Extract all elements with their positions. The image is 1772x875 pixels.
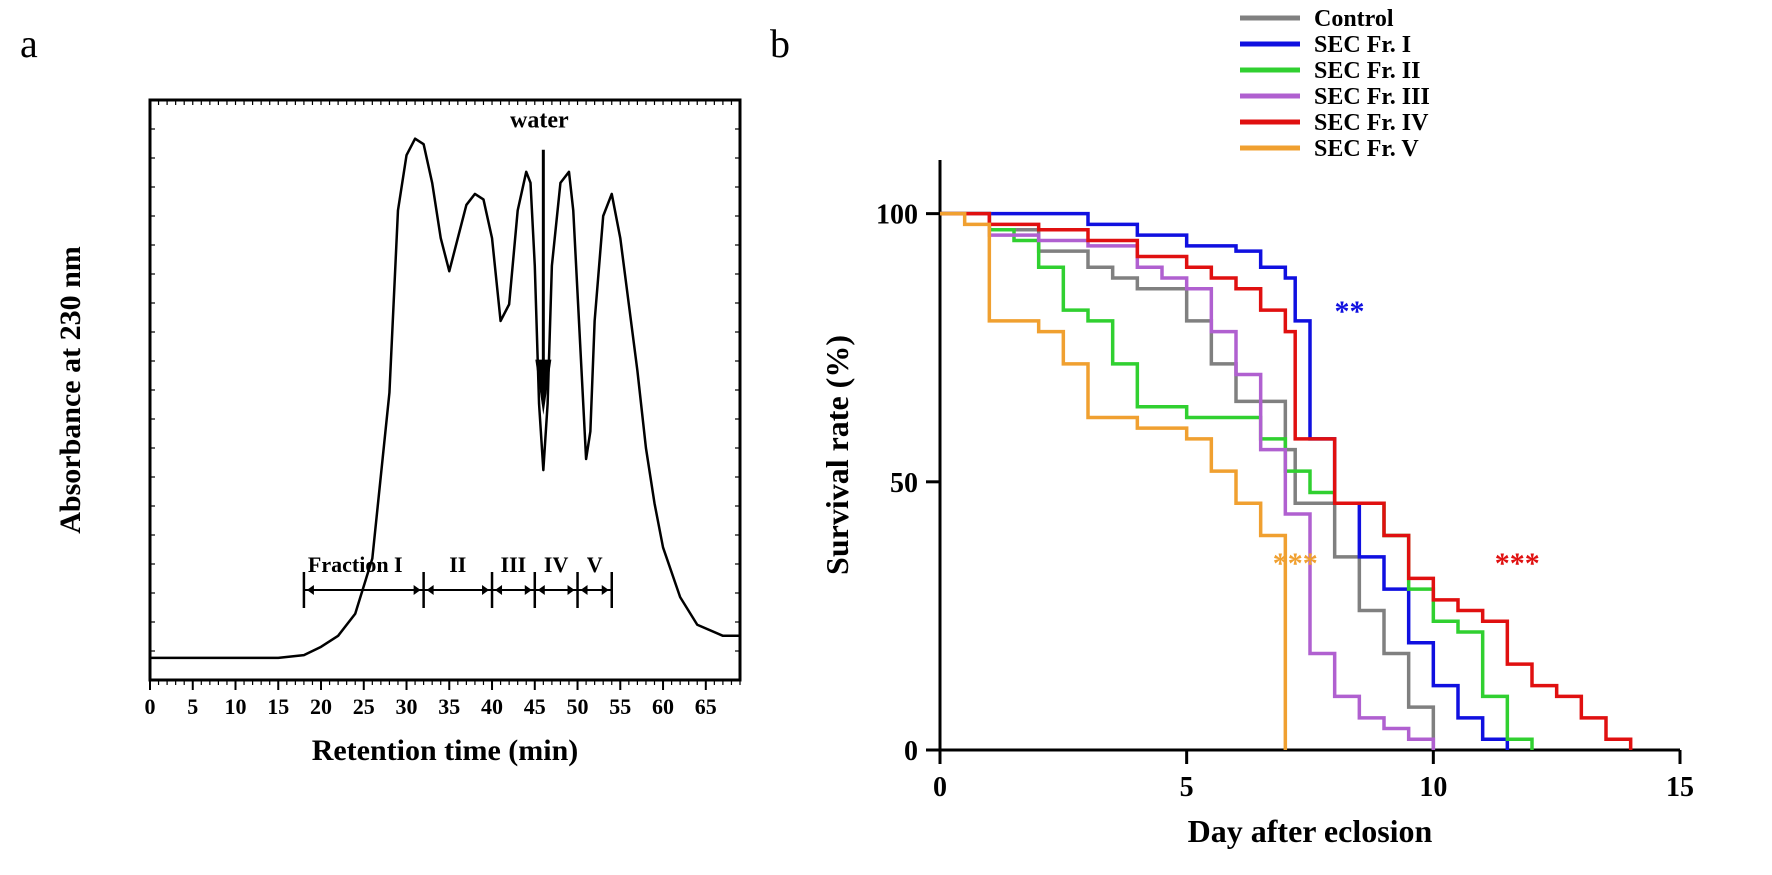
svg-text:100: 100 [876, 200, 918, 231]
svg-text:5: 5 [1180, 772, 1194, 803]
svg-text:10: 10 [225, 694, 247, 719]
svg-text:II: II [449, 552, 466, 577]
svg-text:0: 0 [145, 694, 156, 719]
svg-text:SEC Fr. I: SEC Fr. I [1314, 32, 1411, 58]
svg-text:Fraction I: Fraction I [308, 552, 403, 577]
svg-text:IV: IV [544, 552, 569, 577]
svg-text:III: III [501, 552, 527, 577]
svg-text:***: *** [1273, 547, 1318, 580]
svg-text:60: 60 [652, 694, 674, 719]
svg-text:45: 45 [524, 694, 546, 719]
svg-text:Day after eclosion: Day after eclosion [1188, 813, 1433, 849]
svg-text:***: *** [1495, 547, 1540, 580]
svg-text:50: 50 [567, 694, 589, 719]
svg-text:10: 10 [1419, 772, 1447, 803]
svg-text:V: V [587, 552, 603, 577]
svg-text:35: 35 [438, 694, 460, 719]
svg-text:water: water [510, 108, 569, 134]
panel-b-svg: 0 5 10 15 0 50 100 Day after eclosion Survival r… [810, 0, 1770, 870]
panel-a: 0 5 10 15 20 25 30 35 40 45 50 55 60 65 Retention time… [40, 60, 760, 840]
svg-text:Survival rate (%): Survival rate (%) [819, 335, 855, 575]
svg-text:25: 25 [353, 694, 375, 719]
panel-a-label: a [20, 20, 38, 67]
svg-text:30: 30 [396, 694, 418, 719]
svg-text:40: 40 [481, 694, 503, 719]
svg-text:5: 5 [187, 694, 198, 719]
figure-container: a b 05101520253035404550556065Retention … [0, 0, 1772, 873]
panel-a-svg: 0 5 10 15 20 25 30 35 40 45 50 55 60 65 Retention time… [40, 60, 760, 840]
svg-text:SEC Fr. III: SEC Fr. III [1314, 84, 1430, 110]
svg-text:**: ** [1334, 295, 1364, 328]
svg-text:Absorbance at 230 nm: Absorbance at 230 nm [54, 246, 87, 534]
svg-text:15: 15 [267, 694, 289, 719]
svg-text:50: 50 [890, 468, 918, 499]
panel-b: 0 5 10 15 0 50 100 Day after eclosion Survival r… [810, 0, 1770, 870]
svg-text:SEC Fr. V: SEC Fr. V [1314, 136, 1419, 162]
panel-b-label: b [770, 20, 790, 67]
svg-text:SEC Fr. IV: SEC Fr. IV [1314, 110, 1429, 136]
svg-text:SEC Fr. II: SEC Fr. II [1314, 58, 1420, 84]
svg-text:55: 55 [609, 694, 631, 719]
svg-text:20: 20 [310, 694, 332, 719]
svg-text:Control: Control [1314, 6, 1394, 32]
svg-text:0: 0 [933, 772, 947, 803]
svg-text:0: 0 [904, 736, 918, 767]
svg-text:15: 15 [1666, 772, 1694, 803]
svg-text:65: 65 [695, 694, 717, 719]
svg-text:Retention time (min): Retention time (min) [312, 734, 579, 767]
